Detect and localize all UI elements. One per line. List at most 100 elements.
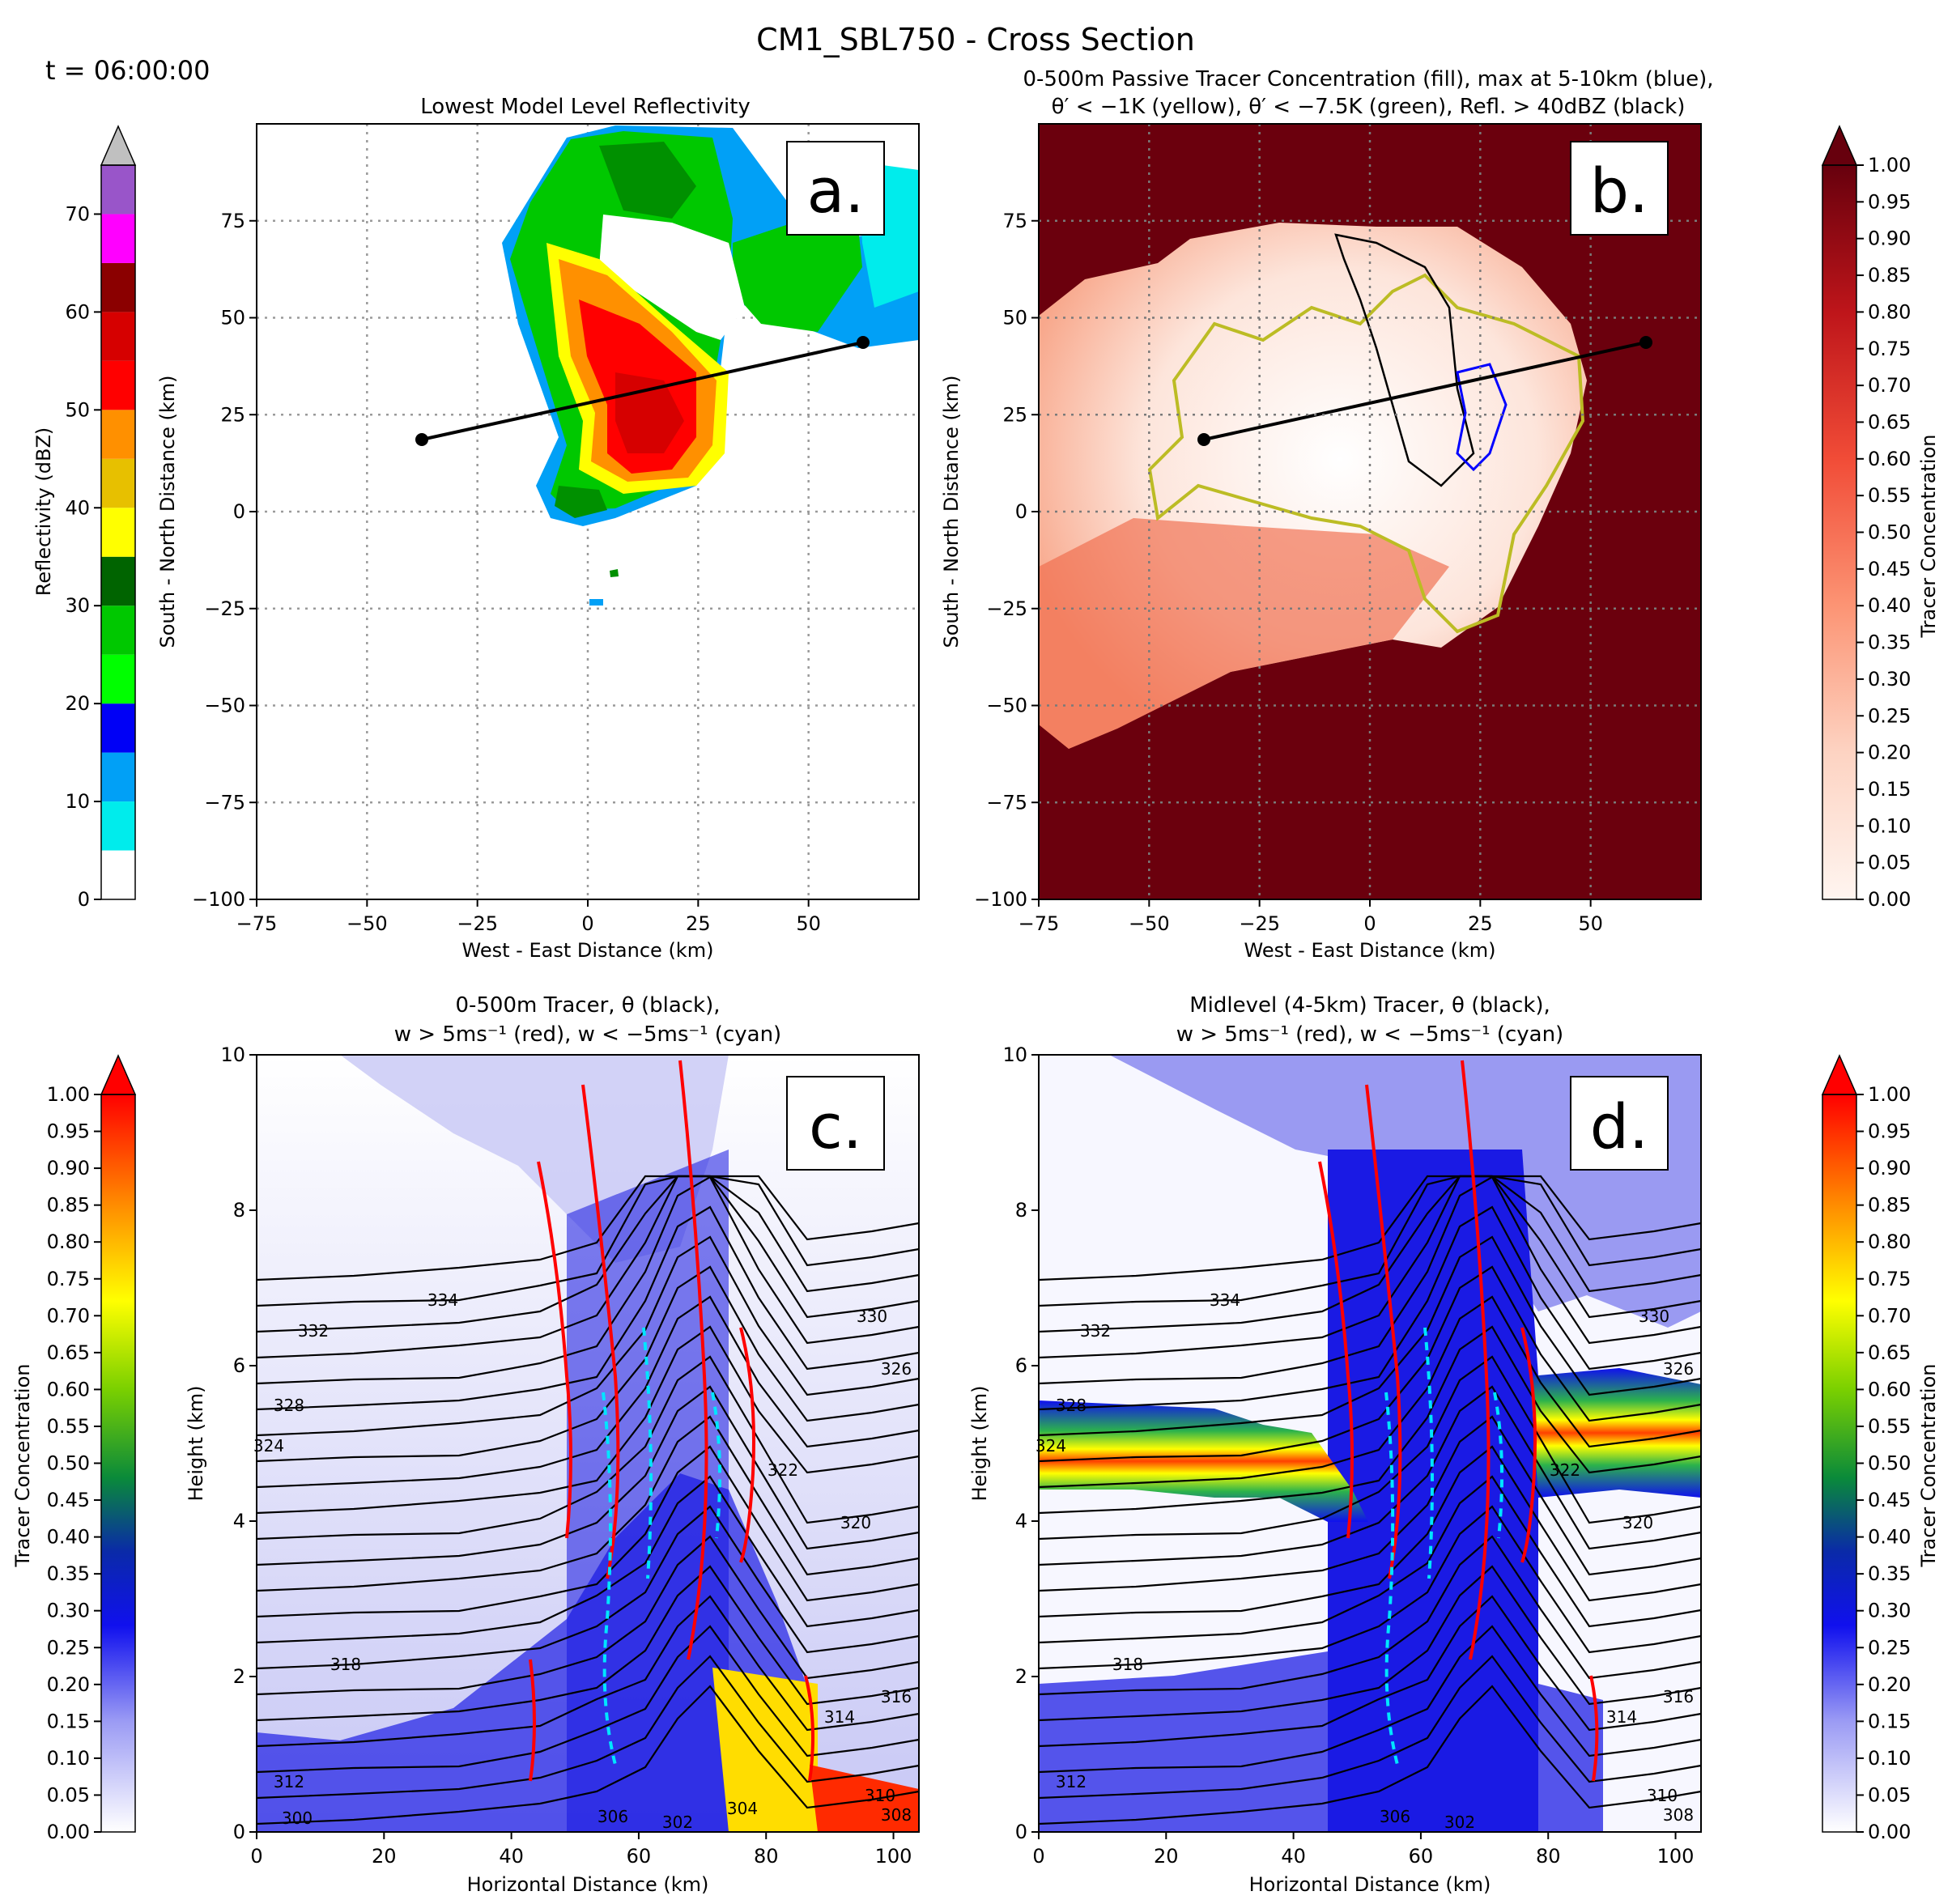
panel-d-xlabel: Horizontal Distance (km): [1249, 1873, 1491, 1896]
figure-title: CM1_SBL750 - Cross Section: [756, 22, 1195, 57]
cross-section-line-a: [421, 341, 864, 441]
theta-isentrope: [256, 1415, 920, 1592]
panel-d-title-line1: Midlevel (4-5km) Tracer, θ (black),: [1189, 993, 1550, 1018]
panel-d-letter-box: [1570, 1076, 1669, 1171]
colorbar-tick-label: 0.80: [1868, 1230, 1911, 1253]
contour-label: 318: [330, 1655, 361, 1674]
panel-b: 0-500m Passive Tracer Concentration (fil…: [940, 67, 1714, 962]
theta-isentrope: [1038, 1175, 1702, 1281]
contour-label: 314: [1606, 1707, 1637, 1727]
contour-label: 306: [1380, 1807, 1410, 1826]
colorbar-tick-label: 0.35: [1868, 1562, 1911, 1585]
refl-speck-1: [610, 569, 619, 577]
theta-isentrope: [1038, 1475, 1702, 1644]
colorbar-tick-label: 0.60: [1868, 448, 1911, 470]
colorbar-tick-label: 0.10: [1868, 1747, 1911, 1770]
midlevel-band-east-d: [1530, 1368, 1701, 1498]
colorbar-tick-label: 0.90: [1868, 227, 1911, 250]
colorbar-tick-label: 0.40: [47, 1526, 90, 1549]
downdraft-d-1: [1384, 1392, 1399, 1766]
downdraft-c-3: [711, 1392, 721, 1539]
y-tick-label: 10: [220, 1043, 245, 1066]
x-tick-label: 0: [581, 912, 593, 935]
contour-label: 320: [840, 1513, 871, 1532]
tracer-jet-colorbar-right-label: Tracer Concentration: [1917, 1364, 1940, 1568]
w-down-contours-d: [1384, 1327, 1503, 1766]
theta-isentrope: [256, 1325, 920, 1515]
theta-isentrope: [256, 1235, 920, 1437]
theta-isentrope: [1038, 1415, 1702, 1592]
colorbar-tick-label: 0.05: [1868, 852, 1911, 874]
x-tick-label: 60: [627, 1845, 652, 1868]
theta-isentrope: [1038, 1685, 1702, 1825]
x-tick-label: −75: [236, 912, 278, 935]
updraft-c-4: [739, 1327, 755, 1563]
panel-d-letter: d.: [1590, 1090, 1648, 1162]
contour-label: 316: [881, 1687, 912, 1706]
colorbar-tick-label: 1.00: [1868, 1083, 1911, 1106]
contour-label: 316: [1663, 1687, 1694, 1706]
contour-label: 306: [598, 1807, 628, 1826]
x-tick-label: 100: [1657, 1845, 1695, 1868]
colorbar-bin: [101, 262, 135, 312]
theta-isentrope: [256, 1625, 920, 1774]
theta-isentrope: [1038, 1565, 1702, 1722]
theta-isentrope: [256, 1475, 920, 1644]
colorbar-extend-arrow: [1821, 125, 1858, 166]
y-tick-label: −75: [204, 791, 245, 814]
colorbar-bin: [101, 165, 135, 215]
y-tick-label: 50: [1002, 307, 1027, 329]
theta-isentrope: [1038, 1625, 1702, 1774]
theta-isentrope: [1038, 1535, 1702, 1696]
colorbar-tick-label: 0.45: [1868, 1489, 1911, 1511]
theta-contours-d: [1038, 1175, 1702, 1825]
theta-isentrope: [1038, 1205, 1702, 1411]
colorbar-tick-label: 0.00: [1868, 1821, 1911, 1843]
cross-section-end-b: [1639, 336, 1652, 349]
panel-c-frame: [256, 1054, 920, 1833]
colorbar-tick-label: 1.00: [1868, 154, 1911, 176]
colorbar-tick-label: 0.35: [1868, 631, 1911, 654]
cross-section-line-b: [1203, 341, 1647, 441]
colorbar-bin: [101, 752, 135, 802]
contour-label: 310: [1647, 1786, 1678, 1805]
colorbar-tick-label: 0.50: [1868, 1452, 1911, 1475]
y-tick-label: 0: [233, 500, 245, 523]
panel-d-frame: [1038, 1054, 1702, 1833]
x-tick-label: 25: [686, 912, 711, 935]
contour-label: 308: [881, 1805, 912, 1825]
colorbar-tick-label: 0.20: [1868, 742, 1911, 764]
updraft-c-1: [537, 1161, 572, 1539]
contour-label: 332: [1080, 1321, 1111, 1341]
colorbar-bin: [101, 606, 135, 655]
colorbar-tick-label: 0.80: [47, 1230, 90, 1253]
colorbar-extend-arrow: [100, 125, 137, 166]
colorbar-tick-label: 0.85: [1868, 1194, 1911, 1217]
panel-b-xlabel: West - East Distance (km): [1244, 939, 1496, 962]
colorbar-tick-label: 0.25: [1868, 1636, 1911, 1659]
theta-isentrope: [1038, 1325, 1702, 1515]
theta-isentrope: [1038, 1175, 1702, 1307]
x-tick-label: −50: [1129, 912, 1170, 935]
y-tick-label: 10: [1002, 1043, 1027, 1066]
colorbar-tick-label: 0.75: [1868, 1268, 1911, 1290]
theta-isentrope: [1038, 1445, 1702, 1618]
contour-label: 312: [274, 1772, 304, 1791]
colorbar-tick-label: 0.60: [1868, 1378, 1911, 1400]
y-tick-label: 6: [1015, 1354, 1027, 1377]
downdraft-d-2: [1423, 1327, 1434, 1579]
y-tick-label: −100: [974, 888, 1027, 911]
refl-dark-green: [599, 142, 696, 219]
colorbar-tick-label: 0.15: [47, 1710, 90, 1732]
colorbar-fill: [1822, 165, 1856, 899]
colorbar-tick-label: 0.30: [1868, 668, 1911, 691]
colorbar-tick-label: 0.65: [1868, 1341, 1911, 1364]
colorbar-tick-label: 0.50: [1868, 521, 1911, 544]
panel-b-letter: b.: [1590, 155, 1648, 227]
contour-label: 328: [1056, 1396, 1087, 1415]
colorbar-tick-label: 0.95: [47, 1120, 90, 1143]
colorbar-tick-label: 0.65: [47, 1341, 90, 1364]
tracer-reds-colorbar: 0.00 0.05 0.10 0.15 0.20 0.25 0.30 0.35 0.40 0.45…: [1821, 125, 1911, 911]
w-up-contours-c: [529, 1060, 814, 1782]
